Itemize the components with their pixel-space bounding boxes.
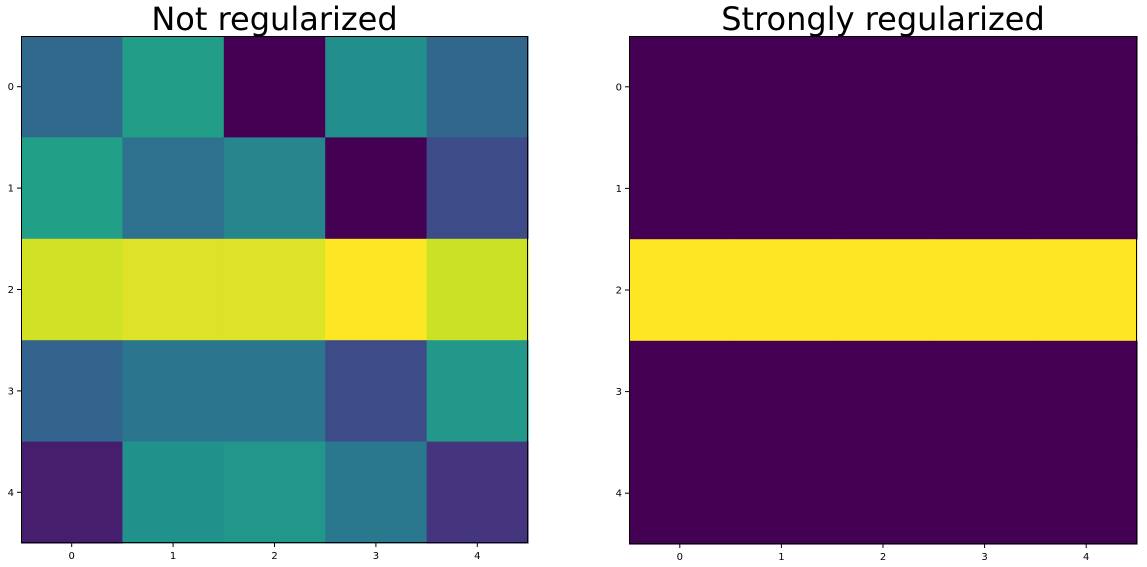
- heatmap-cell-r4-c0: [21, 441, 123, 544]
- heatmap-cell-r1-c3: [933, 137, 1036, 240]
- heatmap-cell-r0-c0: [21, 36, 123, 138]
- heatmap-panel-not-regularized: Not regularized 0 1 2 3 4 0 1 2 3 4: [8, 0, 529, 562]
- heatmap-cell-r0-c3: [325, 36, 428, 138]
- y-tick-label: 3: [8, 386, 14, 397]
- x-tick-label: 1: [778, 552, 784, 563]
- x-tick-label: 4: [1083, 552, 1089, 563]
- heatmap-cell-r0-c4: [1035, 36, 1138, 139]
- heatmap-cell-r3-c0: [21, 340, 123, 443]
- heatmap-cell-r1-c0: [629, 137, 732, 240]
- x-tick-label: 3: [981, 552, 987, 563]
- heatmap-cell-r3-c3: [933, 340, 1036, 443]
- heatmap-cell-r3-c1: [730, 340, 833, 443]
- y-tick-label: 4: [616, 489, 622, 500]
- heatmap-cell-r1-c2: [223, 137, 326, 240]
- heatmap-cell-r2-c1: [122, 238, 225, 341]
- y-tick-label: 0: [616, 82, 622, 93]
- heatmap-cell-r3-c4: [426, 340, 529, 443]
- heatmap-cell-r3-c0: [629, 340, 732, 443]
- heatmap-cell-r2-c4: [1035, 239, 1138, 342]
- heatmap-cell-r2-c1: [730, 239, 833, 342]
- heatmap-cell-r1-c4: [1035, 137, 1138, 240]
- heatmap-cell-r0-c2: [223, 36, 326, 138]
- heatmap-cell-r4-c4: [1035, 442, 1138, 545]
- axes-frame: [629, 36, 1137, 544]
- heatmap-cell-r0-c1: [122, 36, 225, 138]
- x-tick-label: 2: [271, 551, 277, 562]
- y-tick-label: 2: [8, 285, 14, 296]
- heatmap-cell-r4-c0: [629, 442, 732, 545]
- heatmap-cell-r0-c0: [629, 36, 732, 139]
- heatmap-cell-r2-c2: [832, 239, 935, 342]
- chart-title: Not regularized: [151, 0, 397, 38]
- heatmap-cell-r1-c1: [730, 137, 833, 240]
- heatmap-cell-r0-c3: [933, 36, 1036, 139]
- heatmap-cell-r3-c4: [1035, 340, 1138, 443]
- axes-frame: [21, 36, 528, 543]
- y-tick-label: 4: [8, 488, 14, 499]
- heatmap-cell-r4-c2: [223, 441, 326, 544]
- heatmap-cell-r0-c4: [426, 36, 529, 138]
- heatmap-cell-r0-c2: [832, 36, 935, 139]
- x-tick-label: 2: [880, 552, 886, 563]
- y-tick-label: 0: [8, 82, 14, 93]
- heatmap-cell-r1-c2: [832, 137, 935, 240]
- heatmap-cell-r1-c3: [325, 137, 428, 240]
- heatmap-cell-r3-c2: [223, 340, 326, 443]
- heatmap-cell-r2-c0: [21, 238, 123, 341]
- x-tick-label: 0: [677, 552, 683, 563]
- heatmap-cell-r3-c3: [325, 340, 428, 443]
- heatmap-cell-r4-c1: [122, 441, 225, 544]
- heatmap-cell-r1-c0: [21, 137, 123, 240]
- x-tick-label: 0: [69, 551, 75, 562]
- x-tick-label: 1: [170, 551, 176, 562]
- heatmap-cell-r3-c1: [122, 340, 225, 443]
- heatmap-cell-r4-c3: [325, 441, 428, 544]
- heatmap-cell-r2-c3: [325, 238, 428, 341]
- heatmap-cell-r4-c4: [426, 441, 529, 544]
- heatmap-cell-r2-c2: [223, 238, 326, 341]
- heatmap-cell-r2-c3: [933, 239, 1036, 342]
- y-tick-label: 3: [616, 387, 622, 398]
- heatmap-cell-r4-c1: [730, 442, 833, 545]
- heatmap-cell-r4-c3: [933, 442, 1036, 545]
- chart-title: Strongly regularized: [721, 0, 1045, 38]
- heatmap-cell-r2-c4: [426, 238, 529, 341]
- heatmap-cell-r1-c1: [122, 137, 225, 240]
- heatmap-cell-r4-c2: [832, 442, 935, 545]
- y-tick-label: 1: [8, 184, 14, 195]
- y-tick-label: 1: [616, 184, 622, 195]
- heatmap-cell-r1-c4: [426, 137, 529, 240]
- heatmap-cell-r0-c1: [730, 36, 833, 139]
- x-tick-label: 4: [474, 551, 480, 562]
- y-tick-label: 2: [616, 286, 622, 297]
- heatmap-cell-r2-c0: [629, 239, 732, 342]
- heatmap-cell-r3-c2: [832, 340, 935, 443]
- x-tick-label: 3: [373, 551, 379, 562]
- heatmap-panel-strongly-regularized: Strongly regularized 0 1 2 3 4 0 1 2 3 4: [616, 0, 1138, 563]
